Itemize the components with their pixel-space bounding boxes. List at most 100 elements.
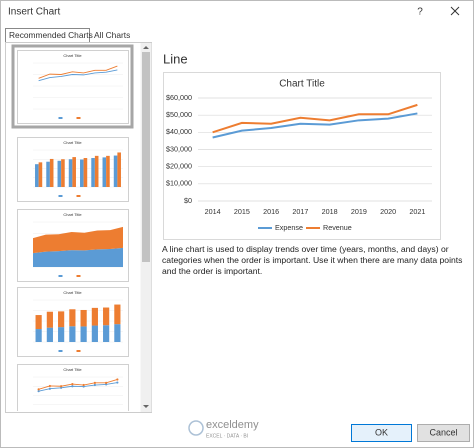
series-line (212, 103, 418, 134)
thumbnail-legend-swatch (58, 195, 63, 197)
thumbnail-area (33, 247, 123, 267)
x-tick-label: 2016 (263, 207, 279, 216)
thumbnail-bar (83, 158, 88, 187)
thumbnail-marker (93, 381, 96, 384)
x-tick-label: 2015 (234, 207, 250, 216)
y-tick-label: $60,000 (166, 93, 192, 102)
thumbnail-bar (49, 158, 54, 187)
thumbnail-marker (82, 385, 85, 388)
y-tick-label: $20,000 (166, 162, 192, 171)
thumbnail-bar (117, 152, 121, 187)
thumbnail-marker (60, 385, 63, 388)
thumbnail-bar-segment (91, 307, 98, 326)
chart-thumbnail[interactable]: Chart Title (17, 50, 129, 124)
thumbnail-bar-segment (103, 325, 110, 342)
thumbnail-bar-segment (114, 304, 121, 325)
chart-thumbnail[interactable]: Chart Title (17, 137, 129, 202)
thumbnail-bar (68, 159, 73, 187)
y-tick-label: $50,000 (166, 110, 192, 119)
thumbnail-bar-segment (69, 309, 76, 327)
thumbnail-bar-segment (103, 307, 110, 326)
thumbnail-marker (37, 390, 40, 393)
thumbnail-bar (102, 157, 107, 187)
y-tick-label: $30,000 (166, 144, 192, 153)
help-button[interactable]: ? (417, 7, 423, 18)
thumbnail-line (38, 69, 118, 82)
x-tick-label: 2018 (322, 207, 338, 216)
cancel-button[interactable] (417, 424, 470, 442)
legend-label: Revenue (323, 223, 352, 232)
x-tick-label: 2021 (409, 207, 425, 216)
button-label[interactable]: Cancel (429, 427, 457, 437)
chart-preview-frame (163, 72, 441, 240)
thumbnail-marker (82, 383, 85, 387)
watermark: exceldemy EXCEL · DATA · BI (188, 419, 259, 439)
thumbnail-marker (71, 382, 74, 386)
thumbnail-bar-segment (35, 329, 42, 342)
y-tick-label: $10,000 (166, 179, 192, 188)
chart-thumbnail[interactable]: Chart Title (17, 287, 129, 357)
thumbnail-bar-segment (114, 324, 121, 342)
thumbnail-legend-swatch (76, 195, 81, 197)
ok-button[interactable] (351, 424, 412, 442)
thumbnail-legend-swatch (76, 350, 81, 352)
thumbnail-frame (17, 364, 129, 411)
button-label[interactable]: OK (375, 427, 388, 437)
x-tick-label: 2017 (292, 207, 308, 216)
thumbnail-list: Chart Title Chart Title Chart Title Chart T… (17, 50, 129, 429)
thumbnail-frame (17, 50, 129, 124)
thumbnail-bar-segment (80, 326, 87, 342)
watermark-name: exceldemy (206, 419, 259, 431)
thumbnail-marker (48, 384, 51, 388)
thumbnail-bar (61, 159, 65, 187)
dialog-title: Insert Chart (8, 7, 60, 18)
scrollbar-thumb[interactable] (142, 52, 150, 262)
chart-title: Chart Title (279, 79, 325, 90)
chart-type-heading: Line (163, 51, 188, 66)
thumbnail-line (38, 379, 118, 390)
thumbnail-bar (106, 155, 110, 187)
thumbnail-bar-segment (91, 325, 98, 342)
thumbnail-title: Chart Title (63, 290, 82, 295)
thumbnail-bar (46, 161, 50, 187)
legend-label: Expense (275, 223, 303, 232)
thumbnail-marker (71, 385, 74, 388)
thumbnail-legend-swatch (58, 275, 63, 277)
chart-thumbnail[interactable]: Chart Title (17, 364, 129, 429)
x-tick-label: 2014 (205, 207, 221, 216)
tab-label[interactable]: Recommended Charts (9, 30, 93, 40)
thumbnail-bar (91, 158, 95, 187)
thumbnail-bar (113, 155, 118, 187)
thumbnail-marker (48, 387, 51, 390)
thumbnail-line (38, 65, 118, 79)
thumbnail-title: Chart Title (63, 140, 82, 145)
thumbnail-bar (80, 159, 84, 187)
thumbnail-bar-segment (80, 309, 87, 327)
thumbnail-marker (93, 383, 96, 387)
thumbnail-marker (116, 378, 119, 381)
thumbnail-area (33, 226, 123, 254)
y-tick-label: $40,000 (166, 127, 192, 136)
thumbnail-title: Chart Title (63, 212, 82, 217)
tab-label[interactable]: All Charts (94, 30, 130, 40)
thumbnail-line (38, 382, 118, 392)
thumbnail-marker (105, 383, 108, 386)
x-tick-label: 2020 (380, 207, 396, 216)
thumbnail-legend-swatch (58, 117, 63, 119)
thumbnail-bar-segment (69, 326, 76, 342)
thumbnail-bar (35, 164, 39, 187)
watermark-tagline: EXCEL · DATA · BI (206, 433, 248, 439)
thumbnail-bar-segment (58, 327, 65, 342)
close-button[interactable] (450, 6, 460, 16)
thumbnail-bar-segment (46, 327, 53, 342)
thumbnail-bar (57, 160, 62, 187)
chart-preview: Chart Title $0 $10,000 $20,000 $30,000 $40,00… (166, 79, 432, 232)
thumbnail-bar-segment (35, 315, 42, 330)
thumbnail-marker (60, 386, 63, 389)
thumbnail-title: Chart Title (63, 53, 82, 58)
chart-thumbnail[interactable]: Chart Title (17, 209, 129, 282)
thumbnail-marker (37, 388, 40, 391)
y-tick-label: $0 (184, 196, 192, 205)
